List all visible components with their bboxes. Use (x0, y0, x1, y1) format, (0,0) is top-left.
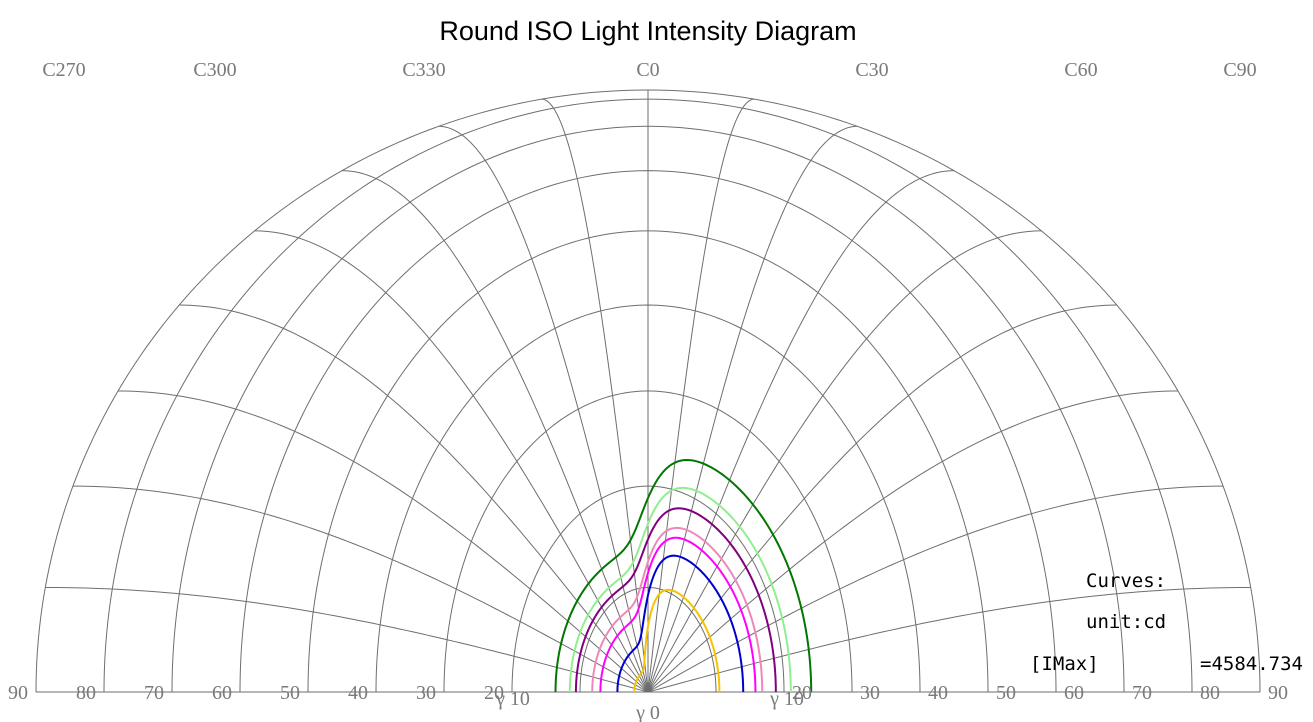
iso-curve (591, 526, 764, 693)
c-plane-line (647, 485, 1224, 693)
gamma-bottom-label: γ 0 (635, 702, 660, 722)
c-plane-label: C330 (402, 59, 445, 81)
gamma-ring (103, 98, 1193, 693)
gamma-label-left: 60 (212, 682, 232, 704)
gamma-label-left: 50 (280, 682, 300, 704)
c-plane-line (647, 125, 858, 693)
legend-imax-label: [IMax] (1030, 653, 1099, 675)
gamma-label-right: 50 (996, 682, 1016, 704)
iso-curve (599, 536, 757, 693)
c-plane-label: C90 (1223, 59, 1256, 81)
gamma-label-right: 90 (1268, 682, 1288, 704)
c-plane-line (647, 304, 1117, 693)
gamma-label-right: 40 (928, 682, 948, 704)
chart-title: Round ISO Light Intensity Diagram (439, 16, 856, 46)
gamma-label-left: 40 (348, 682, 368, 704)
c-plane-line (341, 170, 649, 693)
gamma-ring (579, 586, 717, 693)
c-plane-label: C30 (855, 59, 888, 81)
gamma-label-right: 70 (1132, 682, 1152, 704)
gamma-label-right: 60 (1064, 682, 1084, 704)
c-plane-line (179, 304, 649, 693)
c-plane-line (438, 125, 649, 693)
c-plane-line (647, 390, 1179, 693)
gamma-label-left: 70 (144, 682, 164, 704)
gamma-label-left: 30 (416, 682, 436, 704)
c-plane-label: C60 (1064, 59, 1097, 81)
legend-imax-value: =4584.734 (1200, 653, 1303, 675)
polar-grid (35, 89, 1261, 693)
legend-heading: Curves: (1086, 570, 1166, 592)
iso-curve (568, 486, 792, 693)
c-plane-line (72, 485, 649, 693)
gamma-label-right: 80 (1200, 682, 1220, 704)
legend-unit: unit:cd (1086, 611, 1166, 633)
gamma-ring (239, 170, 1057, 693)
c-plane-line (647, 586, 1251, 693)
gamma-label-right: 20 (792, 682, 812, 704)
iso-curve (633, 588, 721, 693)
c-plane-line (647, 98, 755, 693)
c-plane-line (117, 390, 649, 693)
c-plane-label: C0 (636, 59, 659, 81)
gamma-label-left: 80 (76, 682, 96, 704)
gamma-ring (307, 230, 989, 693)
iso-curve (554, 458, 813, 693)
gamma-bottom-label: γ 10 (495, 688, 530, 710)
gamma-bottom-label: γ 10 (769, 688, 804, 710)
gamma-ring (375, 304, 921, 693)
legend: Curves: unit:cd [IMax] =4584.734 (1030, 570, 1303, 675)
gamma-ring (35, 89, 1261, 693)
c-plane-line (647, 170, 955, 693)
iso-curve (574, 507, 777, 693)
gamma-ring (511, 485, 785, 693)
c-plane-line (647, 230, 1042, 693)
c-plane-line (45, 586, 649, 693)
gamma-label-left: 90 (8, 682, 28, 704)
c-plane-line (254, 230, 649, 693)
iso-curves (554, 458, 813, 693)
gamma-label-right: 30 (860, 682, 880, 704)
iso-curve (616, 554, 745, 693)
gamma-ring (171, 125, 1125, 693)
axis-labels: C270 C300 C330 C0 C30 C60 C90 20 20 30 30 40 40 50 50 6… (8, 59, 1288, 722)
gamma-label-left: 20 (484, 682, 504, 704)
gamma-ring (443, 390, 853, 693)
c-plane-label: C270 (42, 59, 85, 81)
c-plane-label: C300 (193, 59, 236, 81)
